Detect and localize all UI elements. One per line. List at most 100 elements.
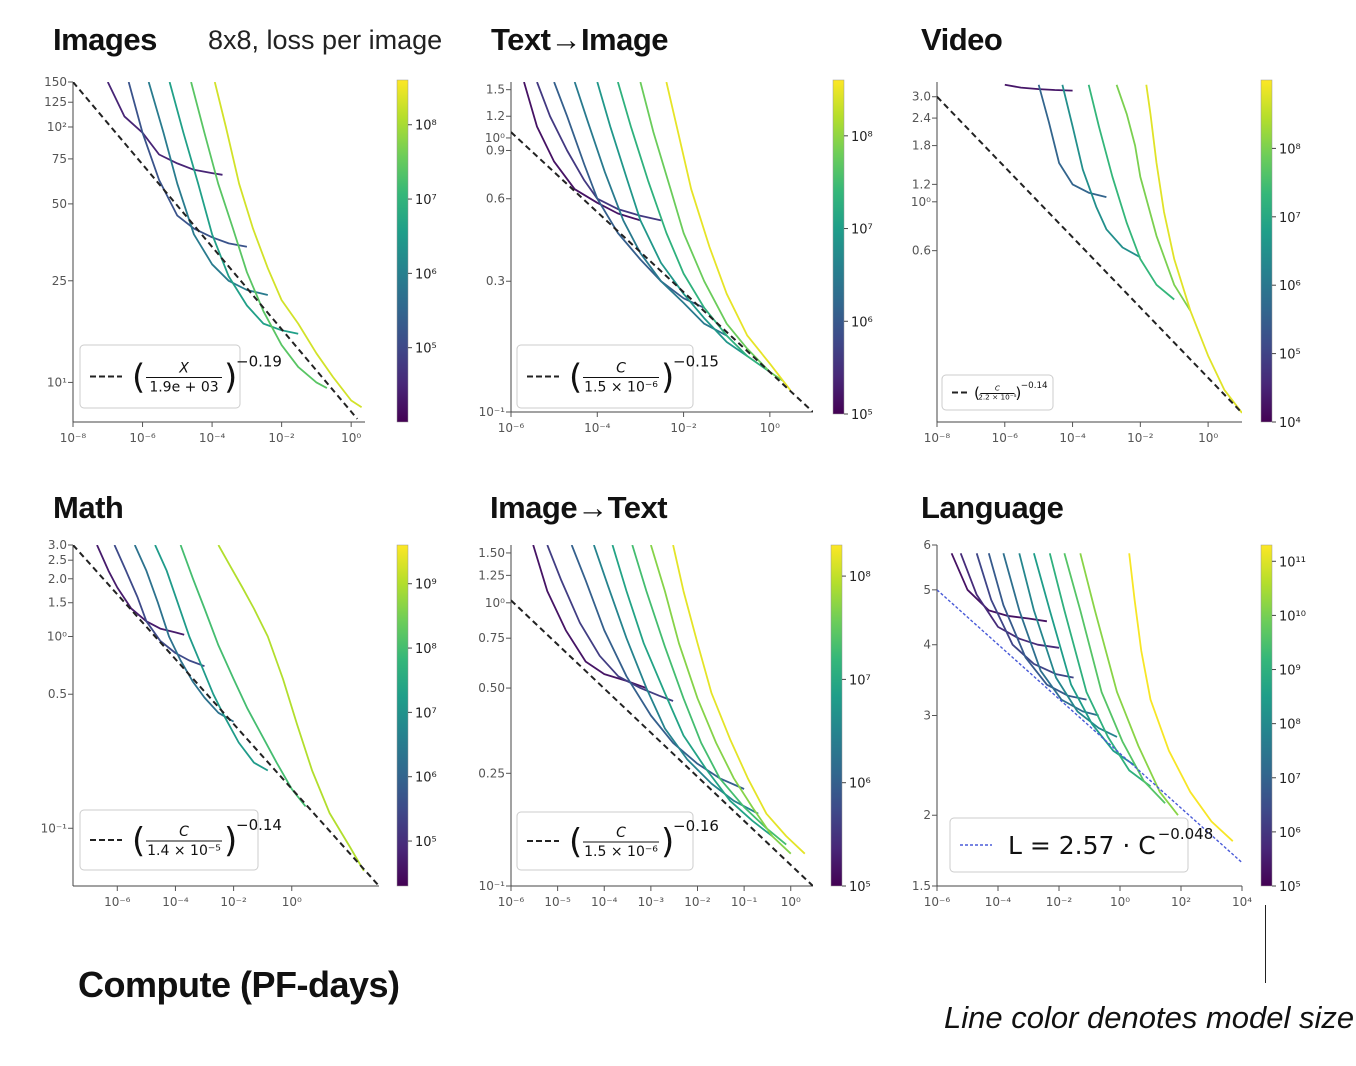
legend-exponent: −0.15 bbox=[673, 353, 719, 371]
colorbar-tick-label: 10¹⁰ bbox=[1279, 609, 1306, 624]
x-tick-label: 10⁻⁴ bbox=[591, 895, 618, 909]
series-line bbox=[596, 82, 748, 357]
series-line bbox=[546, 545, 674, 702]
y-tick-label: 25 bbox=[52, 274, 67, 288]
x-tick-label: 10⁻⁶ bbox=[129, 431, 156, 445]
y-tick-label: 125 bbox=[44, 95, 67, 109]
series-group bbox=[511, 545, 813, 886]
caption-pointer-line bbox=[1265, 905, 1266, 983]
x-tick-label: 10⁻⁸ bbox=[924, 431, 951, 445]
y-tick-label: 1.8 bbox=[912, 139, 931, 153]
series-line bbox=[1079, 553, 1179, 816]
x-tick-label: 10⁰ bbox=[1198, 431, 1218, 445]
legend-exponent: −0.16 bbox=[673, 817, 719, 835]
legend-paren-close: ) bbox=[224, 358, 237, 398]
y-tick-label: 10² bbox=[47, 120, 67, 134]
series-line bbox=[127, 82, 248, 248]
y-tick-label: 3.0 bbox=[48, 538, 67, 552]
series-group bbox=[73, 82, 363, 420]
legend-denominator: 1.4 × 10⁻⁵ bbox=[147, 843, 221, 859]
legend-exponent: −0.19 bbox=[236, 353, 282, 371]
series-line bbox=[168, 82, 299, 335]
series-line bbox=[532, 545, 647, 689]
legend-numerator: C bbox=[616, 825, 626, 841]
series-line bbox=[217, 545, 365, 872]
panel-5: 10⁻⁶ 10⁻⁴ 10⁻² 10⁰ 10² 10⁴ 6 5 4 3 2 1.5 L = 2.57 · … bbox=[912, 538, 1306, 909]
colorbar-tick-label: 10⁶ bbox=[1279, 826, 1301, 841]
series-line bbox=[1087, 84, 1175, 301]
series-line bbox=[1115, 84, 1192, 312]
series-line bbox=[523, 82, 641, 222]
legend-exponent: −0.14 bbox=[236, 816, 282, 834]
y-tick-label: 5 bbox=[923, 583, 931, 597]
y-tick-label: 1.50 bbox=[478, 546, 505, 560]
series-line bbox=[1061, 84, 1141, 259]
series-line bbox=[536, 82, 662, 222]
colorbar-tick-label: 10⁸ bbox=[1279, 142, 1301, 157]
series-line bbox=[959, 552, 1060, 649]
colorbar-tick-label: 10⁹ bbox=[415, 578, 437, 593]
x-tick-label: 10⁻⁴ bbox=[162, 895, 189, 909]
series-group bbox=[937, 552, 1242, 864]
figure-caption: Line color denotes model size bbox=[944, 1000, 1355, 1035]
colorbar-tick-label: 10⁸ bbox=[849, 570, 871, 585]
legend-box bbox=[949, 817, 1189, 873]
series-line bbox=[133, 545, 235, 723]
colorbar bbox=[1260, 544, 1273, 887]
colorbar-tick-label: 10⁸ bbox=[851, 130, 873, 145]
legend-paren-open: ( bbox=[132, 821, 145, 861]
y-tick-label: 2.5 bbox=[48, 553, 67, 567]
y-tick-label: 0.6 bbox=[486, 192, 505, 206]
colorbar-tick-label: 10⁸ bbox=[415, 642, 437, 657]
panel-title-image-to-text: Image→Text bbox=[490, 490, 668, 525]
y-tick-label: 10⁻¹ bbox=[479, 405, 506, 419]
panel-0: 10⁻⁸ 10⁻⁶ 10⁻⁴ 10⁻² 10⁰ 150 125 10² 75 50 25 10¹ (X 1… bbox=[44, 75, 437, 445]
y-tick-label: 2.0 bbox=[48, 572, 67, 586]
fit-line bbox=[937, 589, 1242, 864]
panel-title-images: Images bbox=[53, 22, 157, 57]
series-line bbox=[1063, 553, 1166, 804]
y-tick-label: 4 bbox=[923, 638, 931, 652]
colorbar-tick-label: 10⁵ bbox=[1279, 880, 1301, 895]
legend-exponent: −0.048 bbox=[1158, 825, 1214, 843]
legend-box bbox=[79, 344, 241, 409]
colorbar-tick-label: 10⁵ bbox=[415, 342, 437, 357]
legend-denominator: 2.2 × 10⁻⁵ bbox=[978, 392, 1016, 401]
panel-3: 10⁻⁶ 10⁻⁴ 10⁻² 10⁰ 3.02.5 2.0 1.5 10⁰ 0.5 10⁻¹ (C 1… bbox=[41, 538, 437, 909]
legend-box bbox=[941, 374, 1054, 411]
series-line bbox=[631, 545, 787, 846]
y-tick-label: 10⁰ bbox=[485, 596, 505, 610]
legend-paren-close: ) bbox=[661, 822, 674, 862]
series-line bbox=[96, 545, 185, 636]
y-tick-label: 10⁻¹ bbox=[41, 821, 68, 835]
legend-paren-close: ) bbox=[661, 358, 674, 398]
legend-box bbox=[516, 811, 694, 871]
y-tick-label: 150 bbox=[44, 75, 67, 89]
series-line bbox=[179, 545, 307, 807]
series-line bbox=[1145, 84, 1242, 414]
x-tick-label: 10⁻⁶ bbox=[498, 421, 525, 435]
series-line bbox=[1018, 553, 1118, 738]
series-line bbox=[617, 82, 771, 373]
legend-exponent: −0.14 bbox=[1021, 381, 1048, 391]
legend-paren-open: ( bbox=[974, 384, 980, 402]
x-tick-label: 10⁻² bbox=[220, 895, 247, 909]
series-line bbox=[213, 82, 363, 408]
colorbar-tick-label: 10⁶ bbox=[849, 777, 871, 792]
x-tick-label: 10⁻⁴ bbox=[199, 431, 226, 445]
colorbar-tick-label: 10⁹ bbox=[1279, 664, 1301, 679]
x-tick-label: 10⁻⁴ bbox=[985, 895, 1012, 909]
series-line bbox=[611, 545, 773, 837]
legend-numerator: C bbox=[995, 384, 1001, 393]
legend: (C 1.4 × 10⁻⁵)−0.14 bbox=[79, 809, 282, 871]
x-tick-label: 10⁰ bbox=[1110, 895, 1130, 909]
y-tick-label: 10⁻¹ bbox=[479, 879, 506, 893]
colorbar-tick-label: 10⁷ bbox=[849, 673, 871, 688]
y-tick-label: 1.5 bbox=[48, 596, 67, 610]
series-line bbox=[147, 82, 269, 296]
legend-paren-open: ( bbox=[569, 358, 582, 398]
fit-line bbox=[73, 545, 379, 886]
fit-line bbox=[73, 82, 359, 420]
colorbar bbox=[1260, 79, 1273, 423]
